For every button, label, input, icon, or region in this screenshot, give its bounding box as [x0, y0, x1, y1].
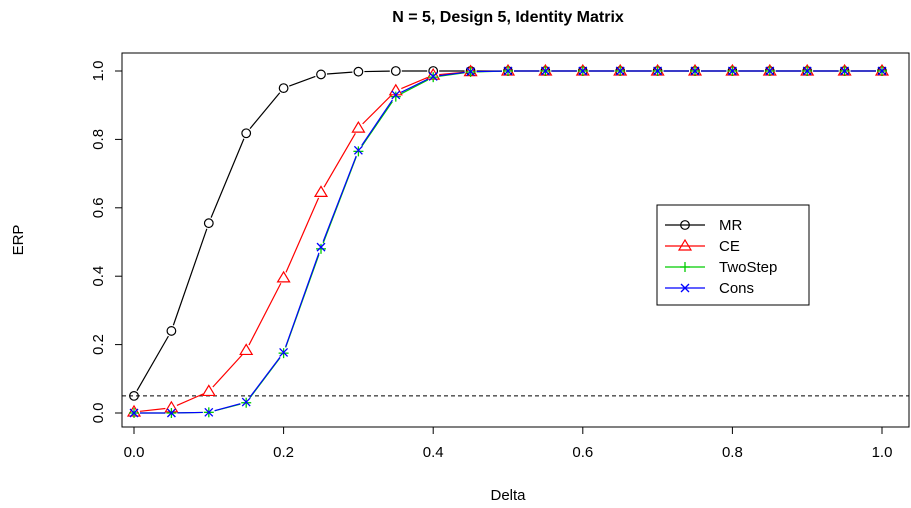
- data-point: [466, 67, 476, 77]
- data-point: [351, 120, 366, 133]
- series-segment: [401, 76, 428, 90]
- data-point: [313, 185, 329, 198]
- x-tick-label: 0.8: [722, 444, 743, 461]
- data-point: [727, 66, 737, 76]
- data-point: [353, 146, 364, 157]
- legend-label: TwoStep: [719, 259, 777, 276]
- series-segment: [136, 335, 169, 391]
- data-point: [279, 348, 289, 357]
- y-tick-label: 0.0: [90, 403, 107, 424]
- legend-label: CE: [719, 238, 740, 255]
- x-tick-label: 0.4: [423, 444, 444, 461]
- legend-item-ce: CE: [665, 238, 740, 255]
- series-segment: [285, 197, 320, 273]
- data-point: [166, 326, 177, 336]
- series-segment: [172, 228, 208, 326]
- data-point: [129, 391, 139, 401]
- legend-label: MR: [719, 217, 742, 234]
- data-point: [316, 243, 326, 254]
- data-point: [802, 66, 812, 76]
- series-segment: [439, 71, 465, 77]
- series-segment: [400, 79, 429, 95]
- y-axis: 0.0 0.2 0.4 0.6 0.8 1.0: [90, 61, 123, 424]
- legend-marker: [680, 220, 690, 230]
- series-segment: [249, 92, 281, 130]
- legend-item-mr: MR: [665, 217, 742, 234]
- data-point: [166, 408, 176, 418]
- series-segment: [361, 101, 393, 147]
- series-segment: [212, 354, 243, 388]
- x-tick-label: 0.6: [572, 444, 593, 461]
- chart-title: N = 5, Design 5, Identity Matrix: [392, 9, 624, 26]
- data-point: [276, 270, 291, 283]
- data-point: [765, 66, 775, 76]
- series-layer: [126, 63, 890, 418]
- data-point: [239, 343, 254, 356]
- y-tick-label: 0.8: [90, 129, 107, 150]
- data-point: [353, 145, 363, 155]
- data-point: [204, 407, 214, 417]
- series-segment: [176, 393, 204, 407]
- y-tick-label: 1.0: [90, 61, 107, 82]
- legend-marker: [680, 283, 690, 293]
- data-point: [278, 83, 289, 93]
- data-point: [241, 397, 251, 407]
- y-axis-label: ERP: [10, 225, 27, 256]
- data-point: [203, 218, 214, 229]
- series-segment: [139, 407, 166, 412]
- data-point: [390, 91, 401, 102]
- legend-item-twostep: TwoStep: [665, 259, 777, 276]
- series-segment: [210, 138, 245, 218]
- data-point: [129, 408, 139, 418]
- legend: MR CE TwoStep Cons: [656, 204, 810, 306]
- data-point: [615, 66, 625, 76]
- y-tick-label: 0.4: [90, 266, 107, 287]
- series-segment: [289, 75, 316, 87]
- data-point: [428, 72, 438, 81]
- data-point: [316, 69, 326, 80]
- data-point: [840, 66, 850, 76]
- data-point: [316, 242, 326, 252]
- data-point: [201, 384, 216, 397]
- legend-item-cons: Cons: [665, 280, 754, 297]
- legend-marker: [680, 262, 690, 272]
- data-point: [390, 66, 401, 76]
- data-point: [690, 66, 700, 76]
- series-segment: [285, 252, 320, 348]
- series-segment: [400, 78, 429, 93]
- series-segment: [248, 282, 282, 346]
- series-segment: [214, 403, 241, 412]
- data-point: [653, 66, 663, 76]
- x-tick-label: 0.0: [124, 444, 145, 461]
- data-point: [241, 128, 252, 139]
- data-point: [503, 66, 513, 76]
- data-point: [578, 66, 588, 76]
- x-axis: 0.0 0.2 0.4 0.6 0.8 1.0: [124, 426, 893, 461]
- x-axis-label: Delta: [490, 487, 526, 504]
- series-segment: [249, 356, 281, 398]
- data-point: [877, 66, 887, 76]
- series-segment: [362, 94, 392, 125]
- series-cons: [129, 66, 887, 418]
- y-tick-label: 0.2: [90, 334, 107, 355]
- series-segment: [361, 99, 393, 146]
- series-segment: [326, 71, 353, 75]
- y-tick-label: 0.6: [90, 197, 107, 218]
- legend-marker: [677, 238, 693, 251]
- data-point: [391, 90, 401, 100]
- x-tick-label: 0.2: [273, 444, 294, 461]
- series-segment: [322, 155, 357, 242]
- x-tick-label: 1.0: [872, 444, 893, 461]
- data-point: [540, 66, 550, 76]
- data-point: [353, 66, 364, 77]
- series-segment: [323, 132, 356, 188]
- legend-label: Cons: [719, 280, 754, 297]
